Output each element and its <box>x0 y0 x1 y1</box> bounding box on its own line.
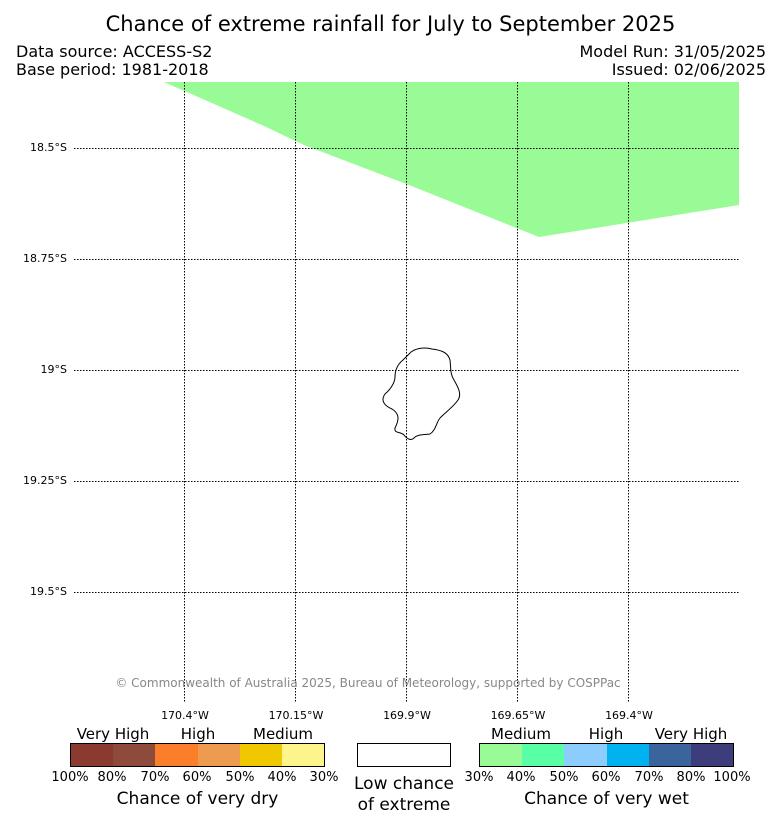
wet-swatch-80-100 <box>690 744 734 766</box>
dry-legend-label: Chance of very dry <box>116 789 279 809</box>
lon-label-169-9: 169.9°W <box>383 709 431 722</box>
dry-swatch-30-40 <box>281 744 325 766</box>
lat-label-19-5: 19.5°S <box>30 585 67 598</box>
map-panel[interactable] <box>74 82 739 702</box>
lat-label-18-5: 18.5°S <box>30 141 67 154</box>
wet-tick-80: 80% <box>676 770 706 785</box>
low-chance-swatch <box>357 743 451 767</box>
dry-tick-30: 30% <box>309 770 339 785</box>
dry-cat-medium: Medium <box>253 725 313 743</box>
wet-tick-60: 60% <box>591 770 621 785</box>
model-run-text: Model Run: 31/05/2025 <box>579 42 767 61</box>
dry-swatch-80-100 <box>71 744 114 766</box>
lon-label-169-65: 169.65°W <box>490 709 546 722</box>
dry-swatch-40-50 <box>239 744 282 766</box>
lon-label-169-4: 169.4°W <box>605 709 653 722</box>
dry-tick-70: 70% <box>140 770 170 785</box>
base-period-text: Base period: 1981-2018 <box>16 60 209 79</box>
wet-cat-very-high: Very High <box>654 725 728 743</box>
wet-cat-high: High <box>588 725 624 743</box>
wet-swatch-40-50 <box>522 744 565 766</box>
wet-swatch-70-80 <box>648 744 691 766</box>
wet-cat-medium: Medium <box>491 725 551 743</box>
dry-swatch-50-60 <box>197 744 240 766</box>
copyright-notice: © Commonwealth of Australia 2025, Bureau… <box>115 676 621 690</box>
wet-tick-40: 40% <box>506 770 536 785</box>
dry-tick-60: 60% <box>182 770 212 785</box>
data-source-text: Data source: ACCESS-S2 <box>16 42 213 61</box>
wet-tick-100: 100% <box>713 770 751 785</box>
dry-cat-high: High <box>180 725 216 743</box>
wet-tick-50: 50% <box>549 770 579 785</box>
dry-tick-50: 50% <box>225 770 255 785</box>
dry-colorbar <box>70 743 325 767</box>
low-chance-line2: of extreme <box>357 795 451 815</box>
low-chance-label: Low chance of extreme <box>340 774 468 816</box>
graticule <box>74 82 739 702</box>
wet-legend-label: Chance of very wet <box>524 789 689 809</box>
dry-tick-40: 40% <box>267 770 297 785</box>
lat-label-18-75: 18.75°S <box>23 252 67 265</box>
lat-label-19: 19°S <box>40 363 67 376</box>
lat-label-19-25: 19.25°S <box>23 474 67 487</box>
low-chance-line1: Low chance <box>354 774 454 794</box>
dry-tick-80: 80% <box>97 770 127 785</box>
lon-label-170-15: 170.15°W <box>268 709 324 722</box>
dry-swatch-70-80 <box>113 744 156 766</box>
wet-tick-70: 70% <box>634 770 664 785</box>
dry-cat-very-high: Very High <box>76 725 150 743</box>
lon-label-170-4: 170.4°W <box>161 709 209 722</box>
header-right: Model Run: 31/05/2025 Issued: 02/06/2025 <box>580 43 767 79</box>
very-wet-medium-region <box>164 82 739 237</box>
dry-tick-100: 100% <box>51 770 89 785</box>
wet-colorbar <box>479 743 734 767</box>
issued-text: Issued: 02/06/2025 <box>611 60 766 79</box>
map-canvas <box>74 82 739 702</box>
header-left: Data source: ACCESS-S2 Base period: 1981… <box>16 43 212 79</box>
map-title: Chance of extreme rainfall for July to S… <box>105 12 676 36</box>
wet-swatch-60-70 <box>606 744 649 766</box>
wet-tick-30: 30% <box>464 770 494 785</box>
island-outline <box>382 347 461 440</box>
dry-swatch-60-70 <box>155 744 198 766</box>
wet-swatch-30-40 <box>480 744 523 766</box>
wet-swatch-50-60 <box>564 744 607 766</box>
